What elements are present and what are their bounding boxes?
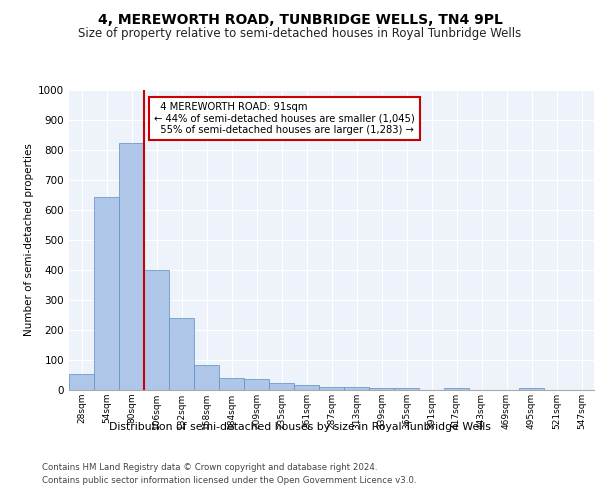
Bar: [244, 379, 269, 390]
Text: Distribution of semi-detached houses by size in Royal Tunbridge Wells: Distribution of semi-detached houses by …: [109, 422, 491, 432]
Bar: [444, 388, 469, 390]
Bar: [269, 384, 294, 390]
Text: Size of property relative to semi-detached houses in Royal Tunbridge Wells: Size of property relative to semi-detach…: [79, 28, 521, 40]
Bar: [119, 142, 144, 390]
Bar: [144, 270, 169, 390]
Bar: [369, 388, 394, 390]
Bar: [519, 388, 544, 390]
Bar: [219, 378, 244, 390]
Bar: [344, 386, 369, 390]
Y-axis label: Number of semi-detached properties: Number of semi-detached properties: [24, 144, 34, 336]
Bar: [394, 388, 419, 390]
Text: 4, MEREWORTH ROAD, TUNBRIDGE WELLS, TN4 9PL: 4, MEREWORTH ROAD, TUNBRIDGE WELLS, TN4 …: [98, 12, 502, 26]
Bar: [169, 318, 194, 390]
Text: Contains public sector information licensed under the Open Government Licence v3: Contains public sector information licen…: [42, 476, 416, 485]
Bar: [69, 374, 94, 390]
Text: Contains HM Land Registry data © Crown copyright and database right 2024.: Contains HM Land Registry data © Crown c…: [42, 462, 377, 471]
Bar: [319, 387, 344, 390]
Bar: [294, 385, 319, 390]
Bar: [94, 196, 119, 390]
Text: 4 MEREWORTH ROAD: 91sqm
← 44% of semi-detached houses are smaller (1,045)
  55% : 4 MEREWORTH ROAD: 91sqm ← 44% of semi-de…: [154, 102, 415, 135]
Bar: [194, 365, 219, 390]
